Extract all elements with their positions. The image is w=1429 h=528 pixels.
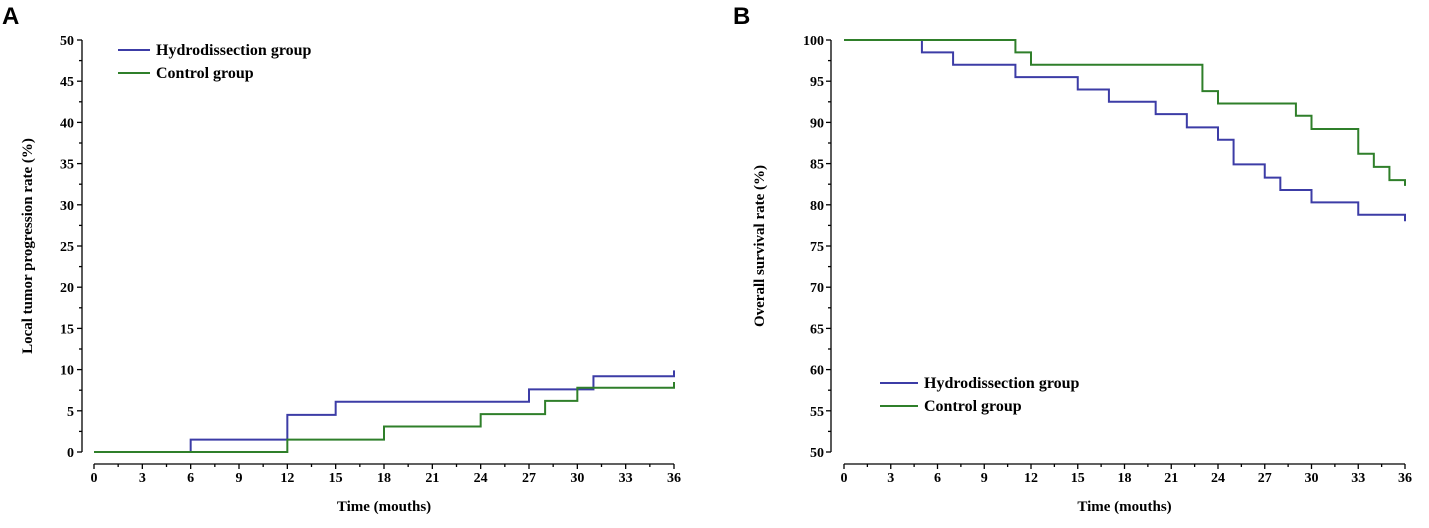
panel-a-y-tick-label: 50 — [60, 34, 74, 49]
panel-a-y-tick-label: 35 — [60, 158, 74, 173]
panel-a-series-control-line — [94, 381, 675, 453]
panel-b-y-axis-title: Overall survival rate (%) — [752, 165, 768, 327]
panel-b-x-tick-label: 0 — [841, 471, 848, 486]
panel-b-y-tick-label: 80 — [810, 199, 824, 214]
panel-a-x-tick-label: 0 — [91, 471, 98, 486]
panel-b-x-tick-label: 24 — [1211, 471, 1225, 486]
panel-a-x-tick-label: 12 — [280, 471, 294, 486]
panel-a-x-tick-label: 18 — [377, 471, 391, 486]
panel-a-x-tick-label: 36 — [667, 471, 681, 486]
panel-b-y-tick-label: 50 — [810, 446, 824, 461]
panel-b-y-tick-label: 95 — [810, 75, 824, 90]
panel-a-x-tick-label: 27 — [522, 471, 536, 486]
panel-b-x-tick-label: 27 — [1258, 471, 1272, 486]
panel-a-y-tick-label: 45 — [60, 75, 74, 90]
panel-a-letter: A — [2, 3, 19, 30]
panel-b-series-control-line — [844, 39, 1406, 186]
panel-a-series-hydrodissection-line — [94, 370, 675, 453]
panel-b-x-tick-label: 15 — [1071, 471, 1085, 486]
panel-a-x-tick-label: 30 — [570, 471, 584, 486]
panel-a-y-tick-label: 20 — [60, 281, 74, 296]
panel-b-x-tick-label: 30 — [1305, 471, 1319, 486]
panel-a-x-tick-label: 15 — [329, 471, 343, 486]
panel-a-y-tick-label: 15 — [60, 322, 74, 337]
panel-b-x-tick-label: 21 — [1164, 471, 1178, 486]
panel-a-y-axis-title: Local tumor progression rate (%) — [20, 138, 36, 354]
panel-a-y-tick-label: 5 — [67, 405, 74, 420]
panel-a-x-tick-label: 3 — [139, 471, 146, 486]
panel-b-series-hydrodissection-line — [844, 39, 1406, 222]
panel-b-y-tick-label: 70 — [810, 281, 824, 296]
panel-b-y-tick-label: 65 — [810, 322, 824, 337]
panel-b-x-tick-label: 3 — [887, 471, 894, 486]
panel-b-y-tick-label: 85 — [810, 158, 824, 173]
panel-b-y-tick-label: 75 — [810, 240, 824, 255]
panel-a-legend-label: Hydrodissection group — [156, 42, 312, 59]
panel-b-legend-label: Control group — [924, 398, 1022, 415]
panel-b-y-tick-label: 55 — [810, 405, 824, 420]
panel-a-y-tick-label: 40 — [60, 116, 74, 131]
panel-b-x-tick-label: 9 — [981, 471, 988, 486]
panel-b-x-tick-label: 18 — [1118, 471, 1132, 486]
panel-a-x-tick-label: 24 — [474, 471, 488, 486]
panel-a-x-tick-label: 33 — [619, 471, 633, 486]
panel-a-x-tick-label: 9 — [236, 471, 243, 486]
panel-a-x-axis-title: Time (mouths) — [337, 499, 431, 515]
panel-a-y-tick-label: 30 — [60, 199, 74, 214]
panel-b-x-tick-label: 33 — [1351, 471, 1365, 486]
panel-b-x-axis-title: Time (mouths) — [1077, 499, 1171, 515]
panel-b-y-tick-label: 60 — [810, 364, 824, 379]
panel-b-y-tick-label: 100 — [803, 34, 824, 49]
panel-a-y-tick-label: 0 — [67, 446, 74, 461]
panel-a-y-tick-label: 10 — [60, 364, 74, 379]
panel-a-legend-label: Control group — [156, 65, 254, 82]
panel-b-x-tick-label: 36 — [1398, 471, 1412, 486]
panel-a-x-tick-label: 21 — [425, 471, 439, 486]
panel-b-x-tick-label: 12 — [1024, 471, 1038, 486]
panel-a-y-tick-label: 25 — [60, 240, 74, 255]
panel-a-x-tick-label: 6 — [187, 471, 194, 486]
panel-b-y-tick-label: 90 — [810, 116, 824, 131]
panel-b-x-tick-label: 6 — [934, 471, 941, 486]
panel-b-letter: B — [733, 3, 750, 30]
panel-b-legend-label: Hydrodissection group — [924, 375, 1080, 392]
